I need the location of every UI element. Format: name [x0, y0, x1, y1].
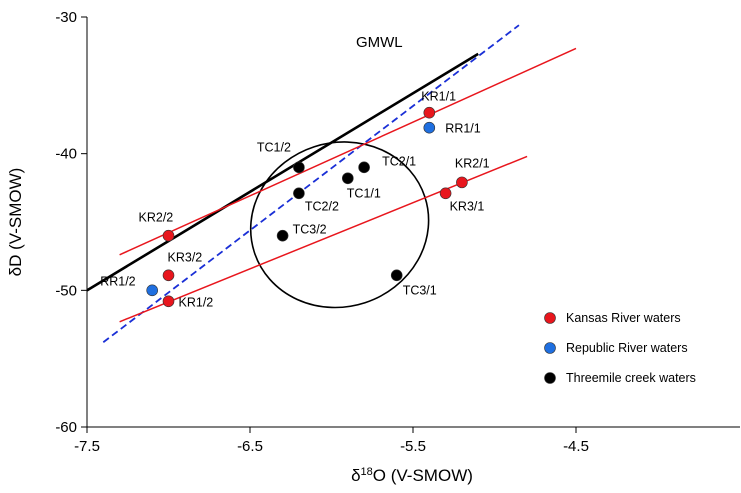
annotations-layer: GMWL: [356, 34, 403, 51]
point-label: TC1/1: [347, 186, 381, 200]
data-point: [162, 295, 175, 308]
point-label: RR1/1: [445, 122, 480, 136]
point-label: TC2/1: [382, 154, 416, 168]
point-label: KR3/2: [168, 250, 203, 264]
point-label: KR2/2: [139, 211, 174, 225]
y-tick-label: -40: [55, 146, 77, 163]
ticks-layer: -7.5 -6.5 -5.5 -4.5 -60 -50 -40 -30: [55, 9, 589, 455]
data-point: [293, 187, 305, 200]
point-label: KR1/1: [421, 90, 456, 104]
point-label: TC3/2: [293, 223, 327, 237]
point-labels-layer: KR1/1 KR2/1 KR3/1 KR2/2 KR3/2 KR1/2 RR1/1 RR1/2…: [100, 90, 489, 310]
legend-label: Republic River waters: [566, 341, 688, 355]
data-point: [162, 269, 175, 282]
lines-layer: [86, 24, 577, 343]
gmwl-line-0: [86, 52, 479, 292]
x-tick-label: -6.5: [237, 438, 263, 455]
point-label: TC1/2: [257, 140, 291, 154]
x-tick-label: -4.5: [563, 438, 589, 455]
y-tick-label: -30: [55, 9, 77, 26]
point-label: RR1/2: [100, 274, 135, 288]
point-label: KR1/2: [179, 295, 214, 309]
plot-area: [86, 17, 740, 428]
legend-marker: [544, 312, 556, 324]
legend: Kansas River waters Republic River waters…: [544, 311, 696, 385]
x-tick-label: -5.5: [400, 438, 426, 455]
data-point: [390, 269, 403, 282]
data-point: [162, 229, 175, 242]
legend-label: Kansas River waters: [566, 311, 681, 325]
legend-label: Threemile creek waters: [566, 371, 696, 385]
x-tick-label: -7.5: [74, 438, 100, 455]
data-point: [276, 229, 289, 242]
regression-line-2: [119, 47, 577, 256]
data-point: [341, 172, 354, 185]
annotation-gmwl: GMWL: [356, 34, 403, 51]
y-tick-label: -60: [55, 419, 77, 436]
ellipse-layer: [249, 141, 430, 309]
data-point: [456, 176, 468, 189]
y-axis-label: δD (V-SMOW): [6, 168, 25, 277]
data-point: [423, 121, 436, 134]
legend-marker: [544, 372, 556, 384]
regression-line-1: [102, 24, 520, 343]
point-label: KR2/1: [455, 156, 490, 170]
x-axis-label: δ18O (V-SMOW): [351, 466, 473, 485]
point-label: TC3/1: [403, 283, 437, 297]
data-point: [293, 161, 305, 174]
y-tick-label: -50: [55, 282, 77, 299]
data-point: [423, 106, 436, 119]
legend-marker: [544, 342, 556, 354]
data-point: [439, 187, 452, 200]
points-layer: [146, 106, 468, 308]
point-label: KR3/1: [450, 199, 485, 213]
cluster-ellipse: [249, 141, 430, 309]
data-point: [146, 284, 158, 297]
data-point: [358, 161, 370, 174]
point-label: TC2/2: [305, 199, 339, 213]
